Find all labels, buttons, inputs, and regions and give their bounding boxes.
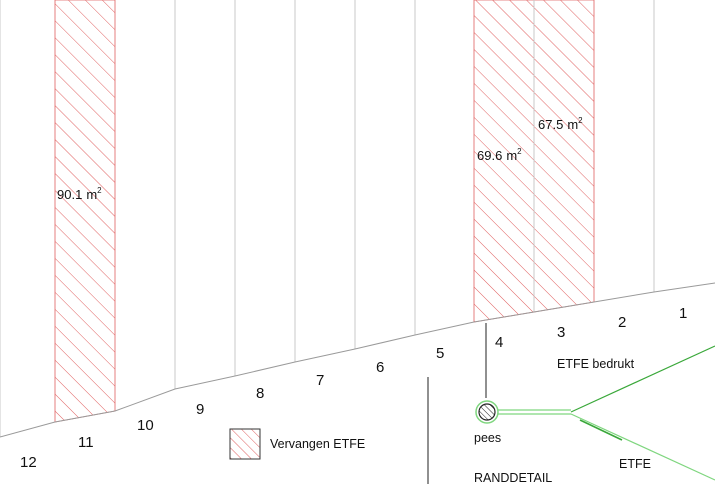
area-label-panel-4: 69.6 m2 (477, 147, 522, 163)
etfe-label: ETFE (619, 457, 651, 471)
facade-bottom-edge (0, 282, 715, 438)
detail-title: RANDDETAIL (474, 471, 552, 484)
panel-number: 6 (376, 359, 384, 376)
area-label-panel-3: 67.5 m2 (538, 116, 583, 132)
cable-outer (475, 400, 499, 424)
panel-number: 4 (495, 334, 503, 351)
legend: Vervangen ETFE (229, 428, 365, 460)
etfe-printed-label: ETFE bedrukt (557, 357, 635, 371)
panel-number: 8 (256, 385, 264, 402)
panel-number: 1 (679, 305, 687, 322)
edge-detail (475, 345, 715, 481)
replaced-panel-11 (54, 0, 116, 423)
area-label-panel-11: 90.1 m2 (57, 186, 102, 202)
panel-numbers: 12 11 10 9 8 7 6 5 4 3 2 1 (20, 305, 687, 471)
cable-core (478, 403, 496, 421)
membrane-branch-down (570, 413, 715, 481)
panel-number: 11 (78, 434, 94, 451)
cable-label: pees (474, 431, 501, 445)
membrane-clamp (579, 419, 623, 441)
legend-swatch (229, 428, 261, 460)
panel-grid (0, 0, 655, 437)
membrane-branch-up (570, 345, 715, 413)
panel-number: 12 (20, 454, 37, 471)
legend-label: Vervangen ETFE (270, 437, 365, 451)
panel-number: 10 (137, 417, 154, 434)
panel-number: 2 (618, 314, 626, 331)
panel-number: 9 (196, 401, 204, 418)
panel-number: 5 (436, 345, 444, 362)
panel-number: 7 (316, 372, 324, 389)
panel-number: 3 (557, 324, 565, 341)
